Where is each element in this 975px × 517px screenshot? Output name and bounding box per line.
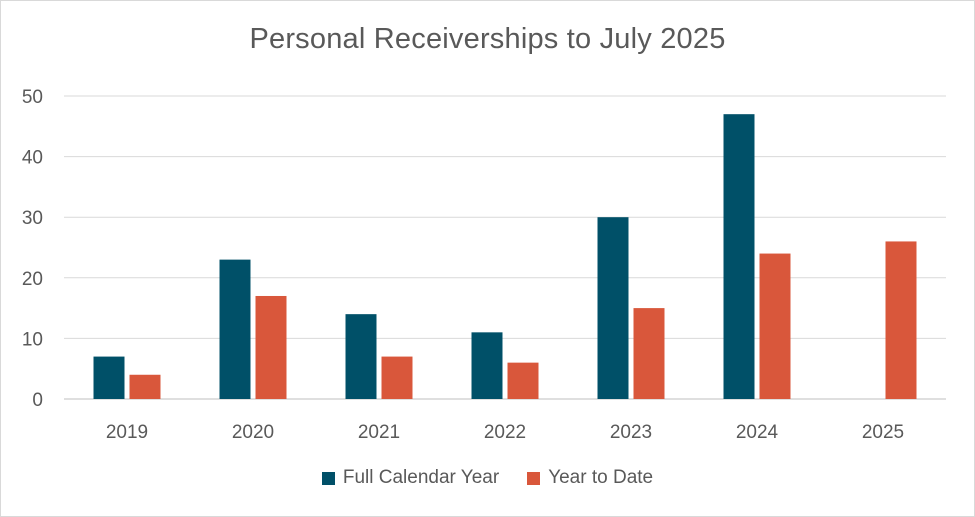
bar-year-to-date-2019 bbox=[129, 374, 161, 399]
legend-swatch-year-to-date bbox=[527, 471, 541, 485]
bar-full-calendar-year-2023 bbox=[597, 217, 629, 399]
legend: Full Calendar Year Year to Date bbox=[1, 467, 974, 489]
x-tick-label: 2023 bbox=[610, 422, 652, 443]
bar-full-calendar-year-2019 bbox=[93, 356, 125, 399]
bar-year-to-date-2020 bbox=[255, 295, 287, 399]
legend-item-year-to-date: Year to Date bbox=[527, 467, 653, 489]
y-tick-label: 10 bbox=[22, 329, 43, 350]
bar-year-to-date-2024 bbox=[759, 253, 791, 399]
x-tick-label: 2021 bbox=[358, 422, 400, 443]
y-tick-label: 20 bbox=[22, 269, 43, 290]
legend-item-full-calendar-year: Full Calendar Year bbox=[321, 467, 500, 489]
bar-year-to-date-2025 bbox=[885, 241, 917, 399]
bar-year-to-date-2021 bbox=[381, 356, 413, 399]
bar-year-to-date-2022 bbox=[507, 362, 539, 399]
y-tick-label: 30 bbox=[22, 208, 43, 229]
bar-full-calendar-year-2021 bbox=[345, 314, 377, 399]
y-tick-label: 40 bbox=[22, 148, 43, 169]
bar-year-to-date-2023 bbox=[633, 308, 665, 399]
bar-full-calendar-year-2020 bbox=[219, 259, 251, 399]
x-tick-label: 2025 bbox=[862, 422, 904, 443]
chart-title: Personal Receiverships to July 2025 bbox=[249, 23, 726, 55]
x-tick-label: 2019 bbox=[106, 422, 148, 443]
legend-label-full-calendar-year: Full Calendar Year bbox=[342, 467, 500, 488]
legend-swatch-full-calendar-year bbox=[321, 471, 335, 485]
bar-full-calendar-year-2022 bbox=[471, 332, 503, 399]
y-tick-label: 50 bbox=[22, 87, 43, 108]
x-tick-label: 2024 bbox=[736, 422, 779, 443]
x-tick-label: 2022 bbox=[484, 422, 526, 443]
x-tick-label: 2020 bbox=[232, 422, 274, 443]
legend-label-year-to-date: Year to Date bbox=[548, 467, 654, 488]
y-tick-label: 0 bbox=[32, 390, 43, 411]
bar-full-calendar-year-2024 bbox=[723, 114, 755, 400]
